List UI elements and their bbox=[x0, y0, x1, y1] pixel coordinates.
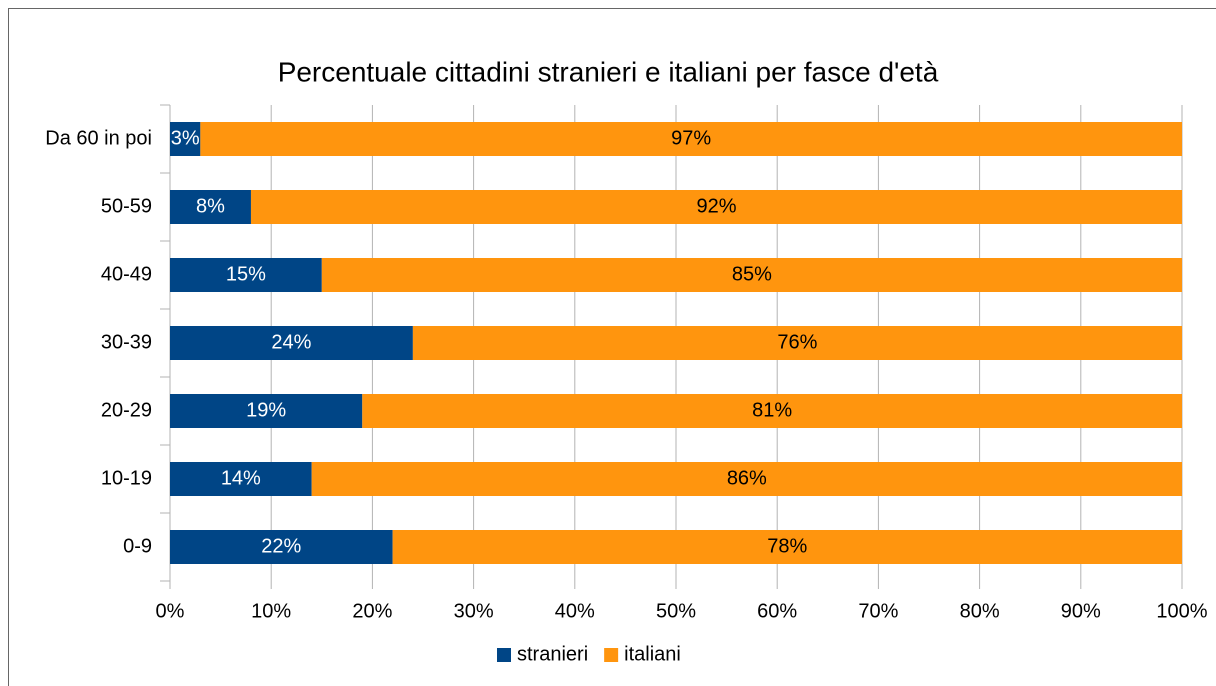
x-tick-label: 40% bbox=[555, 600, 595, 622]
data-label: 76% bbox=[777, 331, 817, 353]
bar-segment bbox=[200, 122, 1183, 156]
chart-title: Percentuale cittadini stranieri e italia… bbox=[278, 56, 939, 87]
x-tick-label: 100% bbox=[1156, 600, 1207, 622]
legend-swatch bbox=[497, 648, 511, 662]
bar-segment bbox=[321, 258, 1182, 292]
data-label: 19% bbox=[246, 399, 286, 421]
legend-label: stranieri bbox=[517, 643, 588, 665]
legend-label: italiani bbox=[624, 643, 681, 665]
y-tick-label: 0-9 bbox=[123, 535, 152, 557]
bar-segment bbox=[412, 326, 1182, 360]
data-label: 92% bbox=[696, 195, 736, 217]
data-label: 86% bbox=[727, 467, 767, 489]
y-tick-label: 40-49 bbox=[101, 263, 152, 285]
data-label: 15% bbox=[226, 263, 266, 285]
data-label: 22% bbox=[261, 535, 301, 557]
bar-segment bbox=[170, 258, 322, 292]
y-tick-label: Da 60 in poi bbox=[45, 127, 152, 149]
bar-segment bbox=[170, 394, 363, 428]
x-tick-label: 90% bbox=[1061, 600, 1101, 622]
bar-segment bbox=[170, 190, 251, 224]
x-tick-label: 80% bbox=[960, 600, 1000, 622]
bar-segment bbox=[362, 394, 1182, 428]
bar-segment bbox=[250, 190, 1182, 224]
x-tick-label: 10% bbox=[251, 600, 291, 622]
bar-segment bbox=[170, 462, 312, 496]
data-label: 8% bbox=[196, 195, 225, 217]
data-label: 24% bbox=[271, 331, 311, 353]
x-tick-label: 30% bbox=[454, 600, 494, 622]
x-tick-label: 60% bbox=[757, 600, 797, 622]
bar-segment bbox=[170, 530, 393, 564]
y-tick-label: 50-59 bbox=[101, 195, 152, 217]
data-label: 3% bbox=[171, 127, 200, 149]
y-tick-label: 20-29 bbox=[101, 399, 152, 421]
x-tick-label: 20% bbox=[352, 600, 392, 622]
x-tick-label: 70% bbox=[858, 600, 898, 622]
data-label: 81% bbox=[752, 399, 792, 421]
y-tick-label: 30-39 bbox=[101, 331, 152, 353]
bar-segment bbox=[170, 326, 413, 360]
bar-segment bbox=[170, 122, 201, 156]
data-label: 78% bbox=[767, 535, 807, 557]
data-label: 97% bbox=[671, 127, 711, 149]
y-tick-label: 10-19 bbox=[101, 467, 152, 489]
bar-segment bbox=[392, 530, 1182, 564]
bar-segment bbox=[311, 462, 1182, 496]
data-label: 14% bbox=[221, 467, 261, 489]
x-tick-label: 50% bbox=[656, 600, 696, 622]
data-label: 85% bbox=[732, 263, 772, 285]
x-tick-label: 0% bbox=[156, 600, 185, 622]
legend-swatch bbox=[604, 648, 619, 662]
